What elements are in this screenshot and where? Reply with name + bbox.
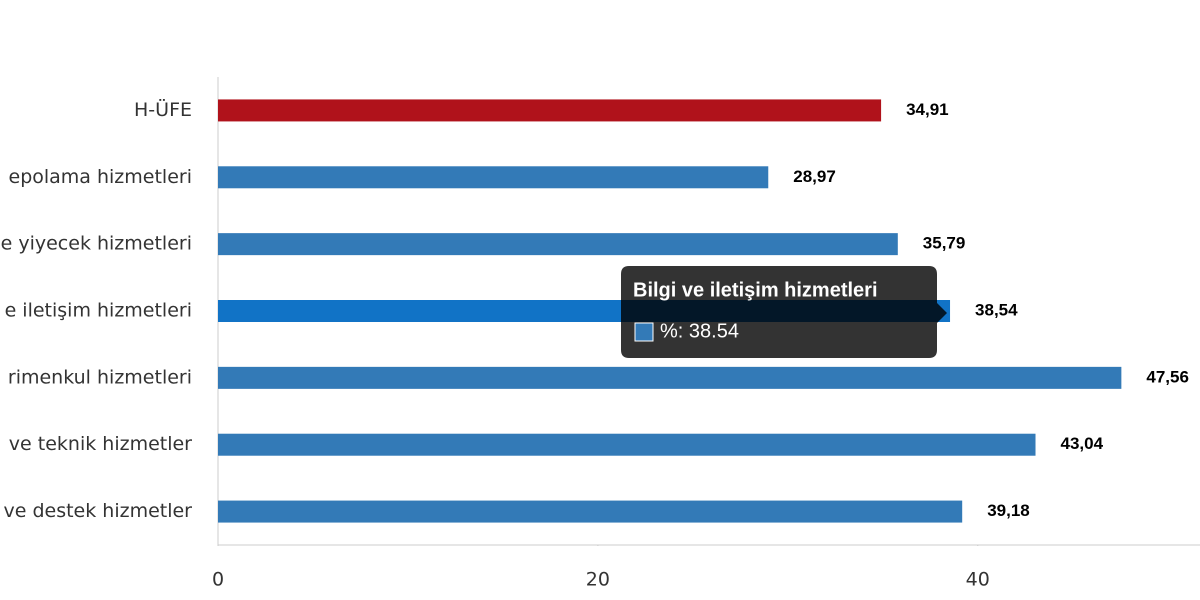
value-label: 47,56 [1146, 367, 1189, 386]
x-tick-label: 0 [212, 569, 224, 591]
bar [218, 433, 1036, 456]
bar [218, 233, 898, 256]
x-tick-label: 20 [586, 569, 610, 591]
category-label: e iletişim hizmetleri [5, 300, 192, 322]
bar [218, 99, 882, 122]
value-label: 28,97 [793, 167, 836, 186]
category-label: epolama hizmetleri [9, 166, 193, 188]
value-label: 43,04 [1061, 434, 1104, 453]
category-label: e yiyecek hizmetleri [1, 233, 192, 255]
tooltip-swatch [634, 322, 654, 342]
tooltip-box [621, 266, 947, 358]
bar [218, 500, 963, 523]
category-label: rimenkul hizmetleri [8, 366, 192, 388]
x-tick-label: 40 [966, 569, 990, 591]
category-label: ve destek hizmetler [3, 500, 192, 522]
value-label: 39,18 [987, 501, 1030, 520]
category-label: H-ÜFE [134, 98, 192, 121]
bar [218, 366, 1122, 389]
tooltip-title: Bilgi ve iletişim hizmetleri [633, 279, 878, 301]
bar [218, 166, 769, 189]
tooltip-text: %: 38.54 [660, 320, 739, 342]
tooltip: Bilgi ve iletişim hizmetleri %: 38.54 [621, 266, 947, 358]
value-label: 35,79 [923, 234, 966, 253]
category-label: ve teknik hizmetler [9, 433, 192, 455]
value-label: 34,91 [906, 100, 949, 119]
value-label: 38,54 [975, 300, 1018, 319]
